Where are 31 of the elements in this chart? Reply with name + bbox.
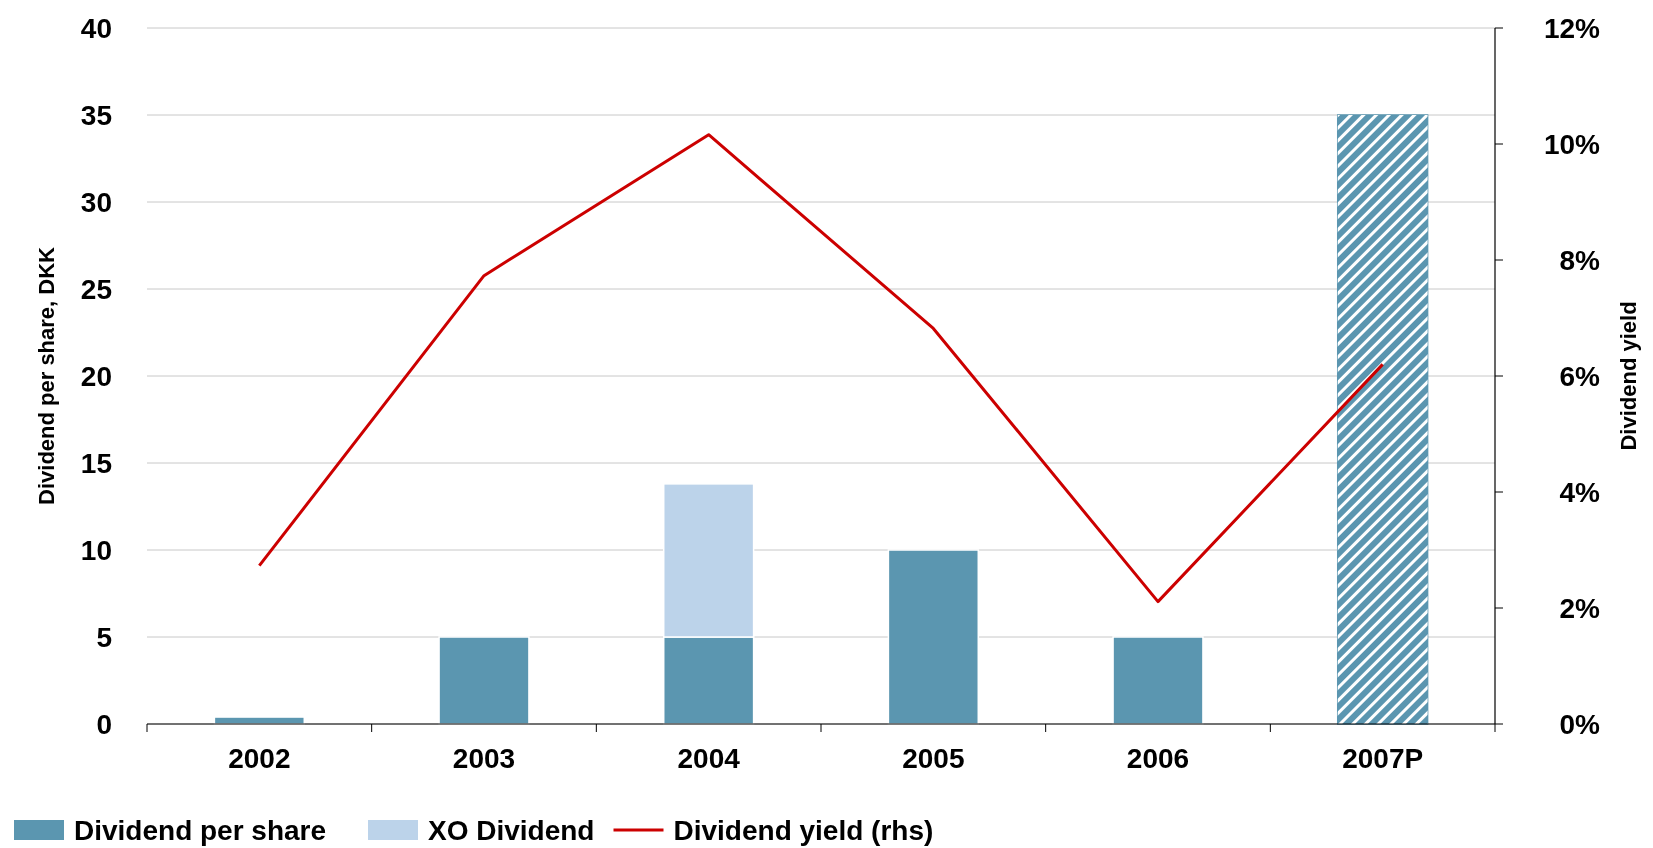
x-tick-label: 2004 bbox=[677, 743, 741, 774]
y2-axis-title: Dividend yield bbox=[1616, 301, 1641, 451]
y-tick-label: 10 bbox=[80, 535, 112, 566]
y2-tick-label: 10% bbox=[1543, 129, 1601, 160]
y-tick-label: 0 bbox=[96, 709, 112, 740]
legend-label: Dividend per share bbox=[74, 815, 327, 846]
x-tick-label: 2005 bbox=[902, 743, 965, 774]
y-tick-label: 30 bbox=[80, 187, 112, 218]
y-tick-label: 40 bbox=[80, 13, 112, 44]
bar bbox=[887, 549, 980, 725]
line-series bbox=[257, 133, 1385, 604]
y2-tick-label: 6% bbox=[1559, 361, 1601, 392]
x-tick-label: 2007P bbox=[1342, 743, 1424, 774]
y-axis-title: Dividend per share, DKK bbox=[34, 246, 59, 505]
x-tick-label: 2003 bbox=[452, 743, 516, 774]
y2-tick-label: 4% bbox=[1559, 477, 1601, 508]
y-tick-label: 15 bbox=[80, 448, 112, 479]
bar bbox=[438, 636, 530, 725]
y2-tick-label: 8% bbox=[1559, 245, 1601, 276]
x-tick-label: 2006 bbox=[1126, 743, 1190, 774]
y2-tick-label: 12% bbox=[1543, 13, 1601, 44]
y-tick-label: 20 bbox=[80, 361, 112, 392]
y2-tick-label: 2% bbox=[1559, 593, 1601, 624]
legend-label: XO Dividend bbox=[428, 815, 595, 846]
x-tick-label: 2002 bbox=[228, 743, 291, 774]
y-tick-label: 35 bbox=[80, 100, 112, 131]
y2-tick-label: 0% bbox=[1559, 709, 1601, 740]
legend-label: Dividend yield (rhs) bbox=[673, 815, 934, 846]
y-tick-label: 25 bbox=[80, 274, 112, 305]
y-tick-label: 5 bbox=[96, 622, 112, 653]
bar bbox=[1112, 636, 1204, 725]
